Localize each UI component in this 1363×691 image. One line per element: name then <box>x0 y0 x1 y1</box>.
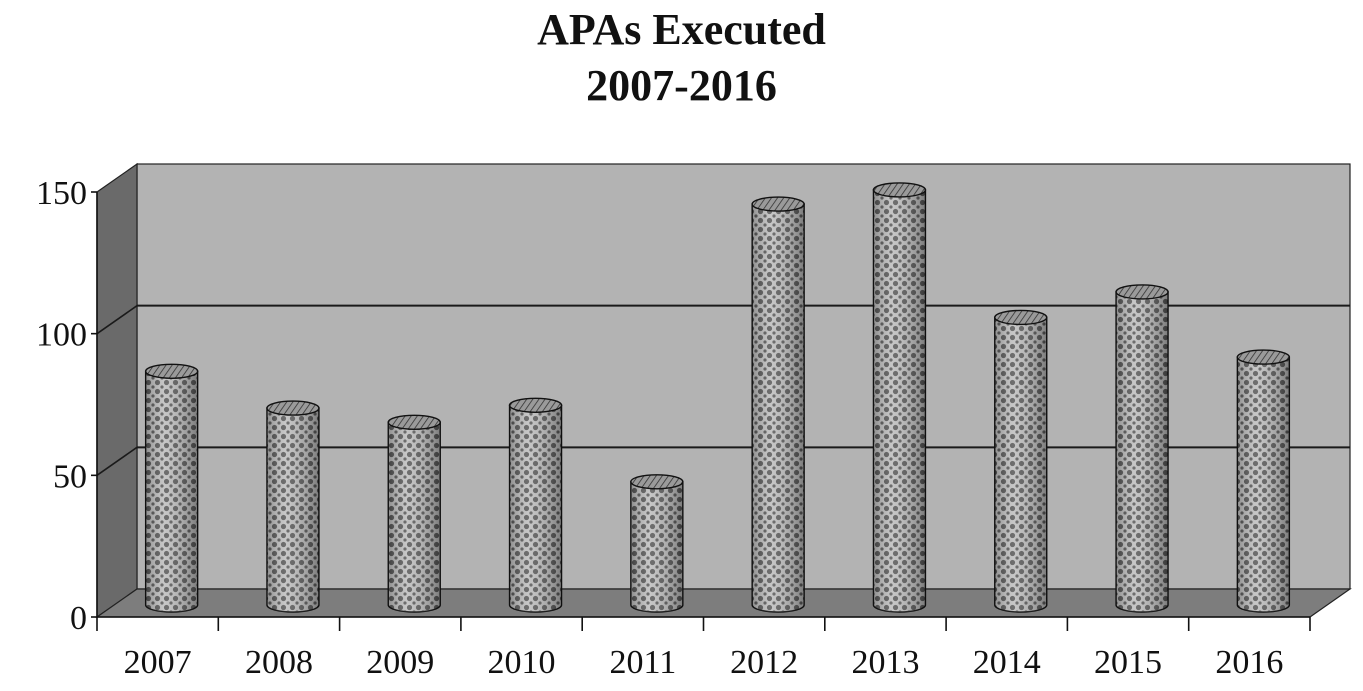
bar-top <box>387 414 441 430</box>
x-tick-label: 2010 <box>488 644 556 681</box>
x-tick-label: 2012 <box>730 644 798 681</box>
bar <box>387 414 441 613</box>
bar-shading <box>388 422 441 612</box>
x-tick-label: 2016 <box>1215 644 1283 681</box>
bar-top <box>266 400 320 416</box>
bar-top <box>1115 284 1169 300</box>
y-tick-label: 100 <box>36 317 87 354</box>
y-tick-label: 50 <box>53 458 87 495</box>
bar <box>144 363 199 613</box>
y-tick-label: 150 <box>36 175 87 212</box>
bar-shading <box>509 405 562 612</box>
bar-shading <box>752 204 805 612</box>
bar-top <box>1236 349 1291 365</box>
gridline-side <box>96 446 138 476</box>
bar <box>994 309 1048 613</box>
bar <box>1236 349 1291 613</box>
x-tick-label: 2011 <box>609 644 676 681</box>
bar-shading <box>1237 357 1290 612</box>
bar-top <box>144 363 199 379</box>
bar <box>872 182 927 613</box>
bar-top <box>630 474 684 490</box>
x-tick-label: 2008 <box>245 644 313 681</box>
bar <box>751 196 805 613</box>
bar <box>1115 284 1169 613</box>
chart-title-line-1: APAs Executed <box>537 5 826 54</box>
side-wall <box>96 162 138 619</box>
bar-top <box>994 309 1048 326</box>
chart-title-line-2: 2007-2016 <box>586 61 777 110</box>
bar-shading <box>630 481 683 612</box>
bar-shading <box>266 408 319 612</box>
x-tick-label: 2014 <box>973 644 1041 681</box>
y-tick-label: 0 <box>70 600 87 637</box>
chart-title: APAs Executed 2007-2016 <box>0 0 1363 114</box>
bar-top <box>872 182 927 198</box>
gridline-side <box>96 305 138 335</box>
bar-top <box>508 397 563 413</box>
bar <box>266 400 320 613</box>
bar-shading <box>994 317 1047 612</box>
bar-shading <box>873 189 926 612</box>
x-tick-label: 2007 <box>124 644 192 681</box>
bar <box>630 474 684 613</box>
bar-shading <box>145 371 198 612</box>
bar <box>508 397 563 613</box>
x-tick-label: 2015 <box>1094 644 1162 681</box>
bar-top <box>751 196 805 212</box>
x-tick-label: 2009 <box>366 644 434 681</box>
x-tick-label: 2013 <box>851 644 919 681</box>
bar-shading <box>1116 291 1169 612</box>
